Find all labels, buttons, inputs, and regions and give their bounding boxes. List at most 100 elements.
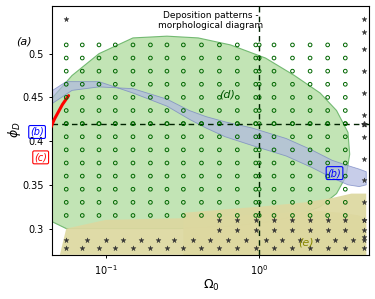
Point bbox=[79, 56, 85, 60]
Point bbox=[198, 42, 204, 47]
Point bbox=[253, 161, 259, 165]
Point bbox=[307, 147, 313, 152]
Point bbox=[164, 161, 170, 165]
Point bbox=[216, 245, 222, 250]
Point bbox=[342, 108, 348, 113]
Point bbox=[360, 217, 366, 222]
Point bbox=[234, 174, 240, 179]
Point bbox=[130, 69, 136, 74]
Point bbox=[198, 174, 204, 179]
Point bbox=[164, 108, 170, 113]
Point bbox=[290, 245, 296, 250]
Point bbox=[253, 42, 259, 47]
Point bbox=[253, 147, 259, 152]
Point bbox=[253, 82, 259, 87]
Text: (c): (c) bbox=[34, 152, 47, 162]
Point bbox=[234, 56, 240, 60]
Point bbox=[96, 147, 102, 152]
Point bbox=[290, 217, 296, 222]
Point bbox=[253, 121, 259, 126]
Point bbox=[79, 147, 85, 152]
Point bbox=[45, 200, 51, 205]
Point bbox=[45, 213, 51, 218]
Point bbox=[325, 108, 331, 113]
Point bbox=[360, 47, 366, 52]
Point bbox=[360, 217, 366, 222]
Point bbox=[360, 121, 366, 126]
Point bbox=[325, 161, 331, 165]
Point bbox=[216, 228, 222, 233]
Point bbox=[63, 238, 69, 242]
Point bbox=[256, 82, 262, 87]
Point bbox=[180, 134, 186, 139]
Polygon shape bbox=[26, 82, 366, 187]
Point bbox=[253, 69, 259, 74]
Point bbox=[307, 217, 313, 222]
Text: (b): (b) bbox=[328, 168, 341, 178]
Point bbox=[314, 238, 320, 242]
Text: (a): (a) bbox=[16, 37, 32, 47]
Point bbox=[96, 134, 102, 139]
Point bbox=[253, 174, 259, 179]
Point bbox=[325, 228, 331, 233]
Point bbox=[342, 56, 348, 60]
Point bbox=[342, 69, 348, 74]
Point bbox=[96, 161, 102, 165]
Point bbox=[253, 121, 259, 126]
Point bbox=[180, 95, 186, 100]
Point bbox=[180, 200, 186, 205]
Point bbox=[96, 56, 102, 60]
Point bbox=[112, 161, 118, 165]
Point bbox=[290, 161, 296, 165]
Point bbox=[234, 147, 240, 152]
Point bbox=[130, 108, 136, 113]
Point bbox=[164, 56, 170, 60]
Point bbox=[96, 69, 102, 74]
Point bbox=[325, 95, 331, 100]
Point bbox=[307, 245, 313, 250]
Point bbox=[234, 217, 240, 222]
Point bbox=[360, 69, 366, 74]
Point bbox=[253, 187, 259, 192]
Point bbox=[216, 147, 222, 152]
Point bbox=[130, 147, 136, 152]
Point bbox=[2, 29, 8, 34]
Point bbox=[63, 121, 69, 126]
Point bbox=[297, 238, 303, 242]
Point bbox=[112, 213, 118, 218]
Point bbox=[147, 82, 153, 87]
Point bbox=[307, 108, 313, 113]
Point bbox=[234, 42, 240, 47]
Point bbox=[307, 213, 313, 218]
Point bbox=[271, 200, 277, 205]
Point bbox=[198, 161, 204, 165]
Point bbox=[147, 174, 153, 179]
Point bbox=[256, 95, 262, 100]
Point bbox=[112, 174, 118, 179]
Point bbox=[45, 82, 51, 87]
Point bbox=[360, 235, 366, 240]
Point bbox=[63, 213, 69, 218]
Point bbox=[2, 77, 8, 82]
Point bbox=[234, 95, 240, 100]
Point bbox=[63, 147, 69, 152]
Point bbox=[307, 174, 313, 179]
Point bbox=[96, 200, 102, 205]
Point bbox=[360, 29, 366, 34]
Point bbox=[2, 217, 8, 222]
Point bbox=[234, 121, 240, 126]
Point bbox=[180, 121, 186, 126]
Point bbox=[342, 245, 348, 250]
Point bbox=[147, 245, 153, 250]
Point bbox=[234, 187, 240, 192]
Point bbox=[45, 147, 51, 152]
Point bbox=[307, 121, 313, 126]
Point bbox=[271, 56, 277, 60]
Point bbox=[256, 161, 262, 165]
Point bbox=[290, 69, 296, 74]
Point bbox=[63, 69, 69, 74]
Point bbox=[234, 69, 240, 74]
Point bbox=[147, 95, 153, 100]
Point bbox=[2, 16, 8, 21]
Point bbox=[307, 121, 313, 126]
